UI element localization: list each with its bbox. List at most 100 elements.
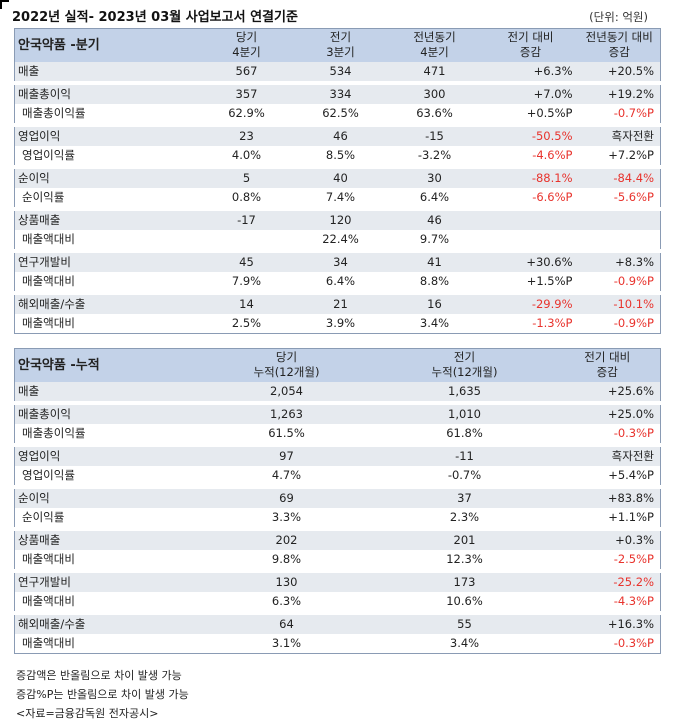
table-cell: 8.5% [325,147,356,162]
row-label: 매출 [14,61,199,83]
table-cell: +25.6% [554,381,661,403]
row-label: 해외매출/수출 [14,610,199,634]
row-label: 매출액대비 [22,315,75,330]
table-row: 매출총이익 1,263 1,010 +25.0% [14,400,661,424]
table-cell: 61.8% [446,425,483,440]
row-label: 순이익 [14,164,199,188]
table-cell: 1,263 [198,400,375,424]
table-cell: 6.4% [325,273,356,288]
footnote: 증감액은 반올림으로 차이 발생 가능 [16,669,182,682]
table-cell: 6.4% [419,189,450,204]
table-row: 매출액대비 3.1% 3.4% -0.3%P [15,634,661,654]
table-cell: 16 [386,290,483,314]
table-row: 연구개발비 45 34 41 +30.6% +8.3% [14,248,661,272]
table-cell: 37 [374,484,555,508]
table-cell: 201 [374,526,555,550]
row-label: 매출액대비 [22,231,75,246]
table-row: 영업이익 97 -11 흑자전환 [14,442,661,466]
table-cell: +5.4%P [608,467,654,482]
table-cell: 0.8% [231,189,262,204]
table-row: 매출 567 534 471 +6.3% +20.5% [14,61,661,83]
table-cell: 63.6% [416,105,453,120]
cumulative-col-header: 전기 대비 증감 [554,348,661,382]
table-row: 상품매출 202 201 +0.3% [14,526,661,550]
table-cell: -11 [374,442,555,466]
footnote: 증감%P는 반올림으로 차이 발생 가능 [16,688,189,701]
quarterly-col-header: 당기 4분기 [198,28,295,62]
row-label: 영업이익 [14,442,199,466]
table-cell: 30 [386,164,483,188]
table-cell: 21 [294,290,387,314]
table-row: 매출총이익률 61.5% 61.8% -0.3%P [15,424,661,445]
table-cell: 62.5% [322,105,359,120]
table-cell: 3.9% [325,315,356,330]
table-row: 매출액대비 22.4% 9.7% [15,230,661,251]
table-row: 매출총이익률 62.9% 62.5% 63.6% +0.5%P -0.7%P [15,104,661,125]
table-cell: 300 [386,80,483,104]
table-cell: 2,054 [198,381,375,403]
quarterly-col-header: 전년동기 4분기 [386,28,483,62]
table-cell: 1,010 [374,400,555,424]
row-label: 매출액대비 [22,635,75,650]
table-cell: 120 [294,206,387,230]
table-cell: +83.8% [554,484,661,508]
table-cell: 10.6% [446,593,483,608]
table-cell: 흑자전환 [578,122,661,146]
table-row: 영업이익률 4.7% -0.7% +5.4%P [15,466,661,487]
table-cell: +7.2%P [608,147,654,162]
table-row: 순이익 69 37 +83.8% [14,484,661,508]
table-cell: 34 [294,248,387,272]
row-label: 순이익률 [22,189,65,204]
quarterly-table-body: 매출 567 534 471 +6.3% +20.5% 매출총이익 357 334 300 +7.0… [14,61,661,334]
row-label: 매출총이익 [14,80,199,104]
table-cell: 334 [294,80,387,104]
table-cell: 41 [386,248,483,272]
table-cell: 23 [198,122,295,146]
table-cell: 55 [374,610,555,634]
table-cell: 357 [198,80,295,104]
cumulative-col-header: 당기 누적(12개월) [198,348,375,382]
table-cell: 534 [294,61,387,83]
table-row: 순이익률 0.8% 7.4% 6.4% -6.6%P -5.6%P [15,188,661,209]
table-cell [579,230,661,251]
table-cell: -4.6%P [532,147,573,162]
row-label: 매출액대비 [22,593,75,608]
row-label: 순이익 [14,484,199,508]
table-cell [482,206,579,230]
table-row: 매출액대비 6.3% 10.6% -4.3%P [15,592,661,613]
row-label: 상품매출 [14,206,199,230]
table-cell: 3.4% [419,315,450,330]
table-row: 매출총이익 357 334 300 +7.0% +19.2% [14,80,661,104]
table-cell: 97 [198,442,375,466]
table-cell: +1.5%P [526,273,573,288]
table-row: 연구개발비 130 173 -25.2% [14,568,661,592]
table-cell: 40 [294,164,387,188]
table-cell: 3.1% [271,635,302,650]
table-cell: 69 [198,484,375,508]
table-cell: -25.2% [554,568,661,592]
table-cell: -0.7% [447,467,482,482]
table-cell: +0.3% [554,526,661,550]
table-cell: -1.3%P [532,315,573,330]
table-cell: -2.5%P [613,551,654,566]
table-cell: 2.5% [231,315,262,330]
table-cell: +20.5% [578,61,661,83]
row-label: 매출 [14,381,199,403]
table-cell: -50.5% [482,122,579,146]
table-cell: +8.3% [578,248,661,272]
table-cell: 2.3% [449,509,480,524]
table-cell: +1.1%P [608,509,654,524]
quarterly-col-header: 전기 3분기 [294,28,387,62]
table-cell: 흑자전환 [554,442,661,466]
row-label: 상품매출 [14,526,199,550]
quarterly-col-header: 전기 대비 증감 [482,28,579,62]
table-cell: +16.3% [554,610,661,634]
table-cell: -0.3%P [613,425,654,440]
row-label: 연구개발비 [14,248,199,272]
row-label: 영업이익률 [22,147,75,162]
table-cell: 12.3% [446,551,483,566]
table-cell: 46 [294,122,387,146]
table-row: 순이익률 3.3% 2.3% +1.1%P [15,508,661,529]
cumulative-table: 안국약품 -누적 당기 누적(12개월) 전기 누적(12개월) 전기 대비 증감 매… [14,348,661,654]
table-cell: 567 [198,61,295,83]
